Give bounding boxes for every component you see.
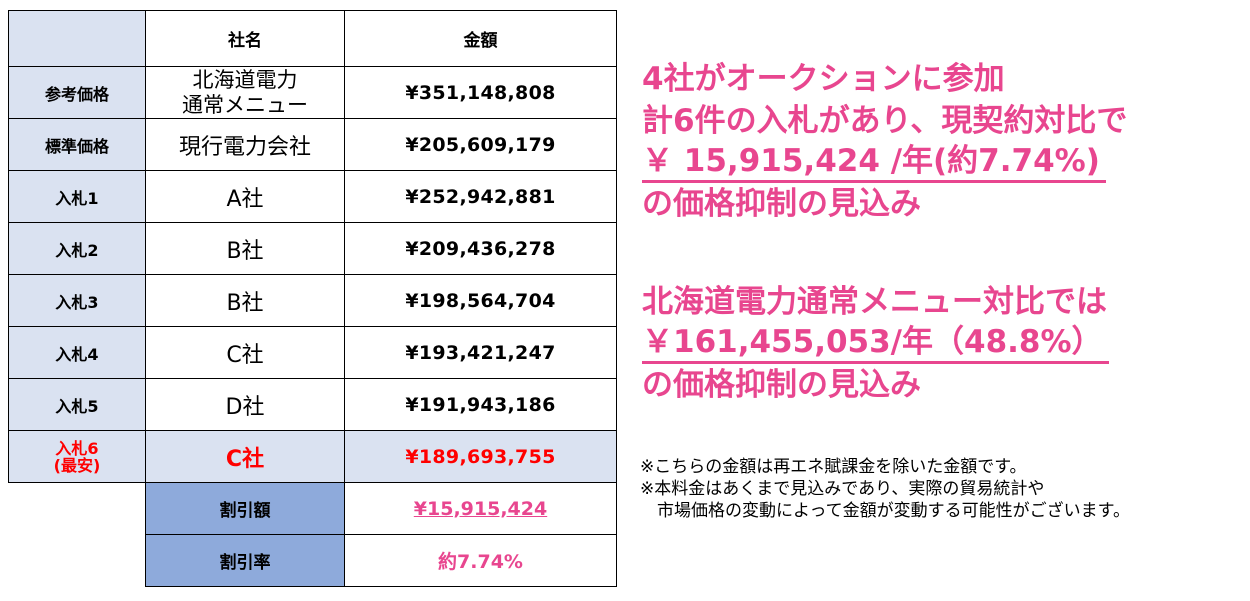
row-company: A社 [145, 170, 345, 223]
discount-rate-value: 約7.74% [344, 534, 617, 587]
row-label: 標準価格 [8, 118, 146, 171]
row-amount-winner: ¥189,693,755 [344, 430, 617, 483]
notes: ※こちらの金額は再エネ賦課金を除いた金額です。 ※本料金はあくまで見込みであり、… [640, 456, 1130, 522]
summary-line: 北海道電力通常メニュー対比では [642, 284, 1107, 320]
summary-line: の価格抑制の見込み [642, 367, 921, 403]
table-header-row: 社名 金額 [8, 10, 617, 67]
header-blank-cell [8, 10, 146, 67]
header-amount: 金額 [344, 10, 617, 67]
table-row: 入札3 B社 ¥198,564,704 [8, 274, 617, 327]
row-company: B社 [145, 222, 345, 275]
row-company: B社 [145, 274, 345, 327]
empty-cell [8, 482, 146, 535]
table-row: 入札2 B社 ¥209,436,278 [8, 222, 617, 275]
row-amount: ¥209,436,278 [344, 222, 617, 275]
row-label: 入札1 [8, 170, 146, 223]
summary-line: の価格抑制の見込み [642, 186, 921, 222]
row-amount: ¥351,148,808 [344, 66, 617, 119]
header-company: 社名 [145, 10, 345, 67]
row-label: 入札2 [8, 222, 146, 275]
row-label: 参考価格 [8, 66, 146, 119]
note-line: ※こちらの金額は再エネ賦課金を除いた金額です。 [640, 457, 1027, 477]
note-line: 市場価格の変動によって金額が変動する可能性がございます。 [640, 501, 1130, 521]
row-company-winner: C社 [145, 430, 345, 483]
table-row: 入札5 D社 ¥191,943,186 [8, 378, 617, 431]
company-multiline: 北海道電力 通常メニュー [182, 67, 308, 117]
row-label: 入札5 [8, 378, 146, 431]
row-label: 入札3 [8, 274, 146, 327]
summary-line-savings: ￥ 15,915,424 /年(約7.74%) [642, 142, 1106, 183]
row-label-winner: 入札6 (最安) [8, 430, 146, 483]
row-amount: ¥205,609,179 [344, 118, 617, 171]
summary-line-savings-2: ￥161,455,053/年（48.8%） [642, 323, 1109, 364]
summary-spacer [642, 225, 1242, 281]
row-amount: ¥191,943,186 [344, 378, 617, 431]
row-company: 北海道電力 通常メニュー [145, 66, 345, 119]
winner-label-multiline: 入札6 (最安) [53, 438, 101, 475]
row-company: 現行電力会社 [145, 118, 345, 171]
row-amount: ¥193,421,247 [344, 326, 617, 379]
row-company: D社 [145, 378, 345, 431]
discount-amount-label: 割引額 [145, 482, 345, 535]
row-label: 入札4 [8, 326, 146, 379]
discount-amount-row: 割引額 ¥15,915,424 [8, 482, 617, 535]
table-row: 入札1 A社 ¥252,942,881 [8, 170, 617, 223]
discount-rate-label: 割引率 [145, 534, 345, 587]
winning-bid-row: 入札6 (最安) C社 ¥189,693,755 [8, 430, 617, 483]
summary-block: 4社がオークションに参加 計6件の入札があり、現契約対比で ￥ 15,915,4… [642, 58, 1242, 406]
table-row: 入札4 C社 ¥193,421,247 [8, 326, 617, 379]
discount-amount-value: ¥15,915,424 [344, 482, 617, 535]
summary-line: 計6件の入札があり、現契約対比で [642, 103, 1128, 139]
row-amount: ¥198,564,704 [344, 274, 617, 327]
note-line: ※本料金はあくまで見込みであり、実際の貿易統計や [640, 479, 1045, 499]
empty-cell [8, 534, 146, 587]
bid-table: 社名 金額 参考価格 北海道電力 通常メニュー ¥351,148,808 標準価格… [8, 10, 617, 587]
table-row: 標準価格 現行電力会社 ¥205,609,179 [8, 118, 617, 171]
discount-rate-row: 割引率 約7.74% [8, 534, 617, 587]
row-amount: ¥252,942,881 [344, 170, 617, 223]
summary-line: 4社がオークションに参加 [642, 61, 1005, 97]
table-row: 参考価格 北海道電力 通常メニュー ¥351,148,808 [8, 66, 617, 119]
row-company: C社 [145, 326, 345, 379]
